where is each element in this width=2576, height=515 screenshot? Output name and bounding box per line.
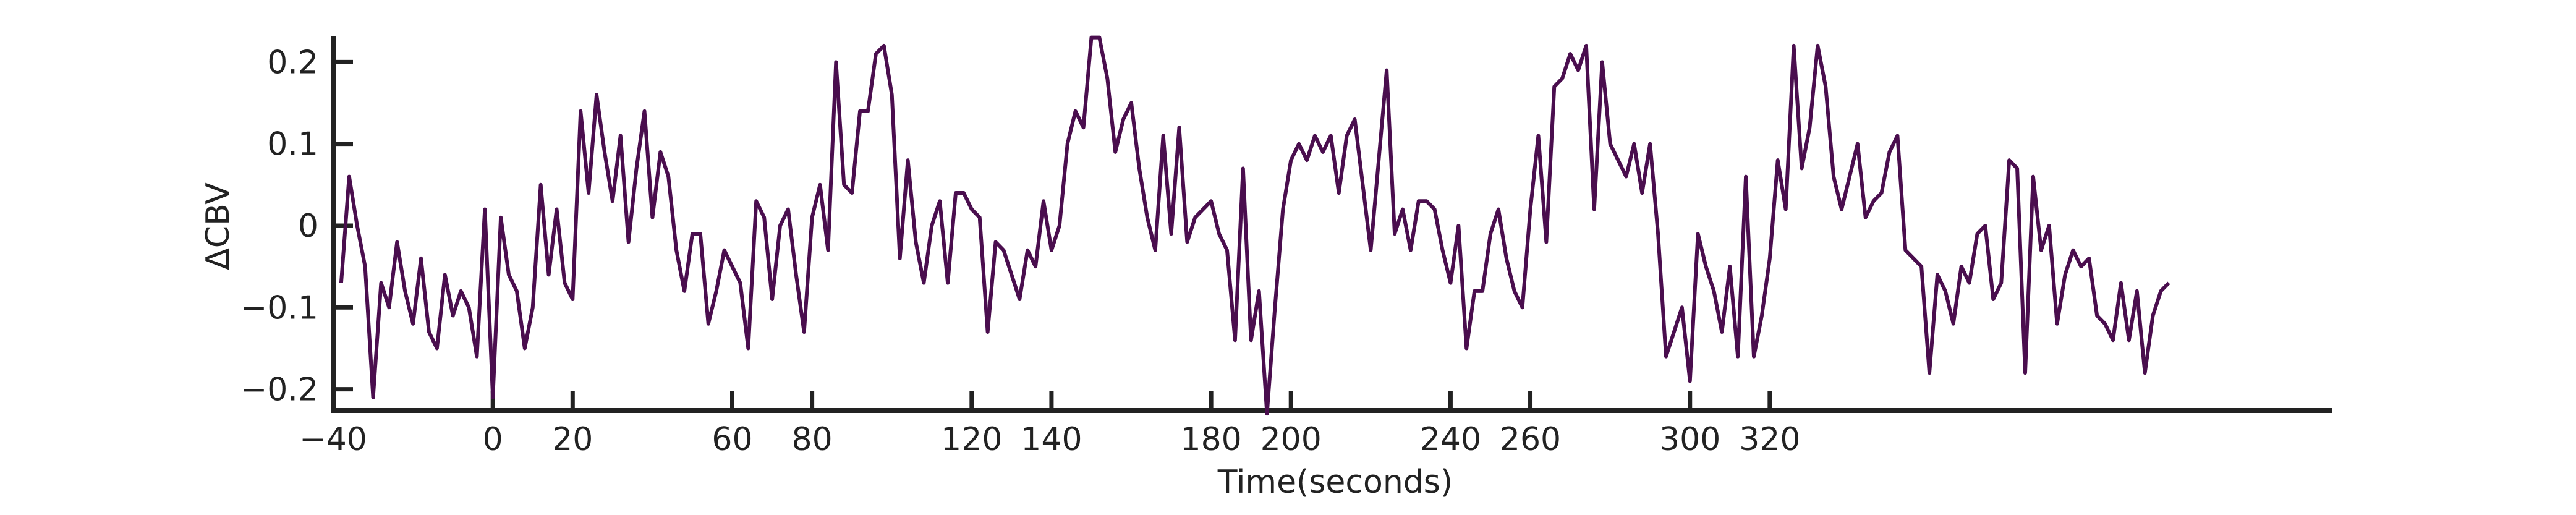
x-tick-label: 0: [483, 421, 503, 458]
data-line: [339, 35, 2170, 416]
x-tick-label: −40: [299, 421, 367, 458]
x-tick-label: 200: [1260, 421, 1322, 458]
y-tick-label: −0.2: [240, 372, 318, 409]
y-tick-label: 0: [298, 208, 318, 245]
x-axis-label: Time(seconds): [1217, 464, 1453, 501]
y-axis-label: ΔCBV: [200, 182, 237, 270]
x-tick-label: 60: [712, 421, 752, 458]
x-tick-label: 300: [1659, 421, 1720, 458]
y-tick-label: −0.1: [240, 289, 318, 326]
y-tick-label: 0.1: [267, 126, 318, 163]
x-tick-label: 120: [941, 421, 1002, 458]
y-tick-label: 0.2: [267, 44, 318, 81]
x-tick-label: 140: [1021, 421, 1082, 458]
x-tick-label: 320: [1739, 421, 1800, 458]
x-tick-label: 20: [552, 421, 593, 458]
x-tick-label: 80: [792, 421, 833, 458]
x-tick-label: 180: [1180, 421, 1241, 458]
x-tick-label: 240: [1420, 421, 1481, 458]
x-tick-label: 260: [1500, 421, 1561, 458]
